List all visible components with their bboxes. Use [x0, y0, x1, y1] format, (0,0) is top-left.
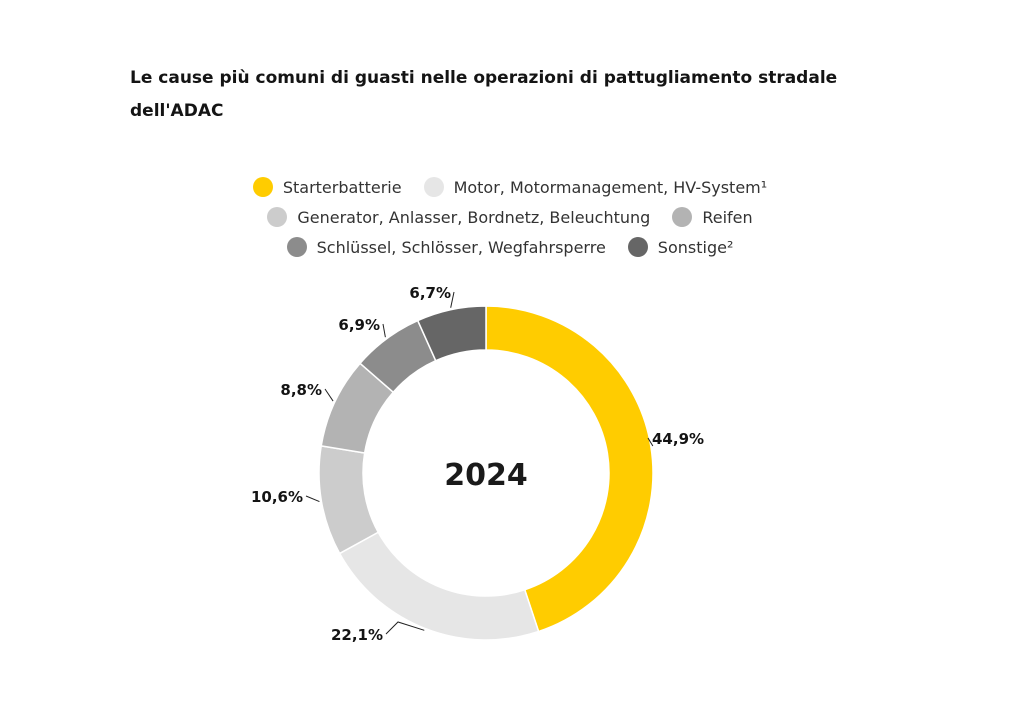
leader-line [324, 388, 334, 402]
donut-slices [318, 305, 654, 641]
data-label-sonstige: 6,7% [409, 284, 451, 302]
leader-line [647, 437, 654, 447]
legend-label: Starterbatterie [282, 177, 402, 197]
leader-line [382, 323, 386, 338]
legend-swatch [267, 207, 288, 227]
legend-item-sonstige: Sonstige² [627, 237, 734, 257]
legend-label: Sonstige² [657, 237, 734, 257]
donut-slice-starterbatterie [485, 305, 654, 633]
legend-row: Starterbatterie Motor, Motormanagement, … [150, 172, 870, 202]
legend-row: Generator, Anlasser, Bordnetz, Beleuchtu… [150, 202, 870, 232]
data-label-reifen: 8,8% [280, 381, 322, 399]
label-leaders [305, 291, 654, 635]
leader-line [450, 291, 455, 308]
leader-line [385, 621, 425, 635]
legend-item-generator: Generator, Anlasser, Bordnetz, Beleuchtu… [267, 207, 650, 227]
legend-label: Schlüssel, Schlösser, Wegfahrsperre [316, 237, 606, 257]
slice-labels: 44,9% 22,1% 10,6% 8,8% 6,9% 6,7% [251, 284, 704, 644]
legend-item-starterbatterie: Starterbatterie [252, 177, 402, 197]
chart-title: Le cause più comuni di guasti nelle oper… [130, 68, 838, 121]
center-year-label: 2024 [444, 458, 528, 493]
legend-swatch [627, 237, 648, 257]
donut-slice-generator-anlasser-bordnetz-beleuchtung [318, 444, 380, 555]
legend-swatch [286, 237, 307, 257]
leader-line [305, 495, 320, 502]
data-label-generator-anlasser-bordnetz-beleuchtung: 10,6% [251, 488, 303, 506]
legend-label: Reifen [702, 207, 753, 227]
legend-item-motor: Motor, Motormanagement, HV-System¹ [423, 177, 768, 197]
donut-slice-sonstige [416, 305, 487, 362]
data-label-schlu-ssel-schlo-sser-wegfahrsperre: 6,9% [338, 316, 380, 334]
legend-swatch [423, 177, 444, 197]
legend-label: Motor, Motormanagement, HV-System¹ [453, 177, 768, 197]
legend-swatch [672, 207, 693, 227]
donut-slice-motor-motormanagement-hv-system [338, 531, 540, 641]
chart-legend: Starterbatterie Motor, Motormanagement, … [150, 172, 870, 262]
data-label-starterbatterie: 44,9% [652, 430, 704, 448]
legend-swatch [252, 177, 273, 197]
legend-row: Schlüssel, Schlösser, Wegfahrsperre Sons… [150, 232, 870, 262]
legend-label: Generator, Anlasser, Bordnetz, Beleuchtu… [297, 207, 651, 227]
legend-item-reifen: Reifen [672, 207, 753, 227]
data-label-motor-motormanagement-hv-system: 22,1% [331, 626, 383, 644]
legend-item-schluessel: Schlüssel, Schlösser, Wegfahrsperre [286, 237, 606, 257]
